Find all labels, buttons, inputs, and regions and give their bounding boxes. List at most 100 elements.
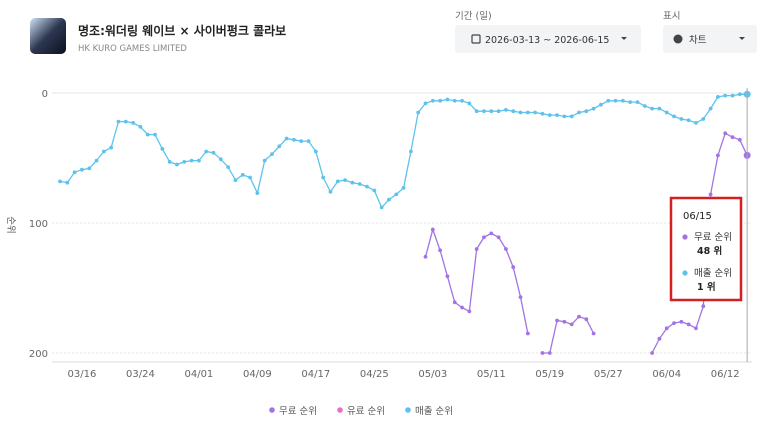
point <box>109 145 114 150</box>
point <box>438 98 443 103</box>
tooltip-value: 1 위 <box>697 281 716 293</box>
tooltip-value: 48 위 <box>697 245 722 257</box>
point <box>270 152 274 157</box>
point <box>591 106 596 111</box>
point <box>708 106 713 111</box>
point <box>555 113 559 117</box>
point <box>591 331 596 336</box>
x-tick-label: 04/17 <box>301 369 330 380</box>
point <box>511 109 516 114</box>
point <box>218 157 223 162</box>
point <box>547 113 552 117</box>
point <box>620 98 625 103</box>
point <box>686 118 691 123</box>
tooltip-dot <box>682 234 688 240</box>
x-tick-label: 06/12 <box>711 369 740 380</box>
point <box>474 247 479 251</box>
point <box>650 106 655 111</box>
point <box>642 104 647 108</box>
point <box>504 108 508 112</box>
tooltip-date: 06/15 <box>683 211 712 222</box>
legend-label[interactable]: 유료 순위 <box>347 405 385 417</box>
point <box>701 304 706 309</box>
point <box>416 110 421 115</box>
point <box>584 317 589 322</box>
point <box>401 186 406 190</box>
point <box>277 144 282 149</box>
point <box>365 184 369 189</box>
legend-dot[interactable] <box>337 407 343 413</box>
legend-label[interactable]: 매출 순위 <box>415 405 453 417</box>
app-icon <box>30 18 66 54</box>
y-tick-label: 0 <box>42 89 48 100</box>
point <box>701 117 706 121</box>
point <box>467 101 472 106</box>
point <box>540 111 545 116</box>
point <box>182 160 187 164</box>
point <box>533 110 538 115</box>
point <box>474 109 479 114</box>
point <box>423 101 428 106</box>
calendar-icon <box>471 34 481 44</box>
point <box>123 119 128 124</box>
tooltip-name: 매출 순위 <box>694 267 732 279</box>
point <box>562 319 567 324</box>
point <box>196 158 201 163</box>
point <box>482 109 486 114</box>
point <box>540 351 545 355</box>
point <box>686 322 691 327</box>
point <box>153 132 157 137</box>
point <box>313 149 318 154</box>
point <box>723 93 728 98</box>
point <box>511 265 516 270</box>
point <box>737 92 742 97</box>
point <box>306 139 311 144</box>
legend-dot[interactable] <box>269 407 275 413</box>
point <box>599 102 603 107</box>
point <box>145 132 150 137</box>
point <box>737 137 742 142</box>
point <box>694 326 698 331</box>
legend-dot[interactable] <box>405 407 411 413</box>
caret <box>621 37 627 40</box>
point <box>489 109 494 114</box>
point <box>255 191 260 196</box>
point <box>525 331 530 336</box>
point <box>94 158 99 163</box>
point <box>328 189 333 194</box>
y-tick-label: 200 <box>29 349 48 360</box>
point <box>430 98 435 103</box>
point <box>672 114 676 119</box>
point <box>496 235 501 240</box>
point <box>562 114 567 119</box>
point <box>160 147 165 151</box>
x-tick-label: 05/03 <box>418 369 447 380</box>
point <box>518 295 523 299</box>
point <box>233 178 238 183</box>
point <box>716 153 720 158</box>
display-value: 차트 <box>689 34 707 46</box>
point <box>460 305 464 310</box>
point <box>445 97 450 102</box>
point <box>423 254 428 259</box>
point <box>372 188 377 193</box>
point <box>101 149 106 154</box>
point <box>672 321 676 325</box>
x-tick-label: 04/25 <box>360 369 389 380</box>
point <box>723 131 728 136</box>
point <box>80 167 84 172</box>
legend-label[interactable]: 무료 순위 <box>279 405 317 417</box>
point <box>72 170 77 175</box>
point <box>131 121 136 125</box>
point <box>87 166 92 171</box>
display-select[interactable] <box>663 25 757 53</box>
point <box>116 119 121 124</box>
point <box>248 175 252 180</box>
point <box>467 309 472 314</box>
tooltip-dot <box>682 270 688 276</box>
point <box>387 197 391 202</box>
period-select[interactable] <box>455 25 641 53</box>
point <box>482 235 486 240</box>
point <box>65 180 70 185</box>
